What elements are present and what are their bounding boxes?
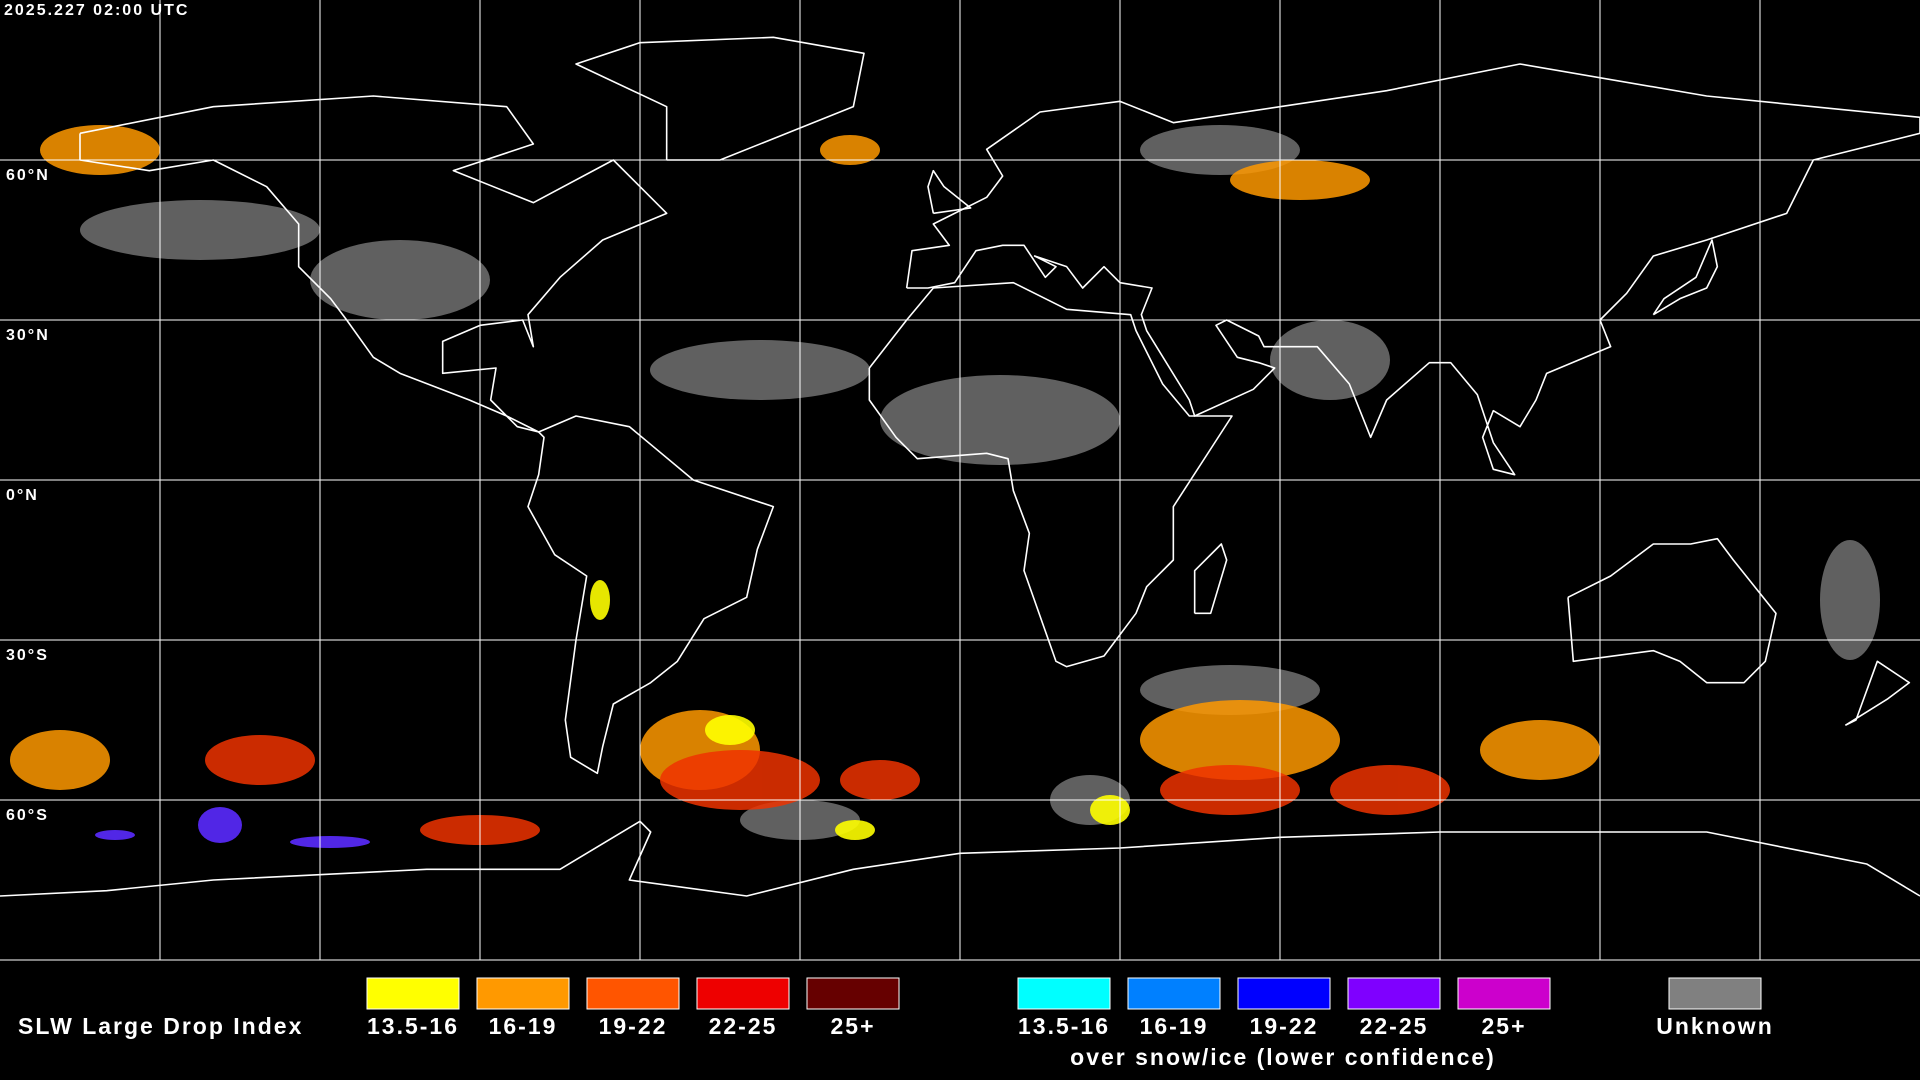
latitude-label: 30°S (6, 647, 49, 664)
legend-title: SLW Large Drop Index (18, 1013, 303, 1039)
legend-swatch (806, 977, 900, 1010)
latitude-label: 0°N (6, 487, 39, 504)
legend-label: 25+ (1481, 1013, 1526, 1039)
legend: SLW Large Drop Index over snow/ice (lowe… (18, 977, 1774, 1070)
legend-label: 25+ (830, 1013, 875, 1039)
latitude-label: 60°S (6, 807, 49, 824)
legend-swatch (1127, 977, 1221, 1010)
legend-label: 13.5-16 (367, 1013, 459, 1039)
legend-label: 16-19 (489, 1013, 558, 1039)
legend-swatch (586, 977, 680, 1010)
legend-label: 19-22 (1250, 1013, 1319, 1039)
legend-swatch (1457, 977, 1551, 1010)
legend-swatch (366, 977, 460, 1010)
legend-swatch (1237, 977, 1331, 1010)
data-blobs (10, 125, 1880, 848)
legend-label: 19-22 (599, 1013, 668, 1039)
timestamp: 2025.227 02:00 UTC (4, 2, 189, 19)
legend-label: Unknown (1656, 1013, 1774, 1039)
legend-label: 16-19 (1140, 1013, 1209, 1039)
legend-swatch (476, 977, 570, 1010)
legend-label: 22-25 (1360, 1013, 1429, 1039)
latitude-label: 30°N (6, 327, 50, 344)
legend-swatch (1017, 977, 1111, 1010)
latitude-label: 60°N (6, 167, 50, 184)
legend-swatch (1668, 977, 1762, 1010)
legend-swatch (696, 977, 790, 1010)
legend-caption: over snow/ice (lower confidence) (1070, 1044, 1496, 1070)
graticule: 60°N 30°N 0°N 30°S 60°S (0, 0, 1920, 961)
legend-label: 13.5-16 (1018, 1013, 1110, 1039)
coastlines (0, 37, 1920, 896)
legend-label: 22-25 (709, 1013, 778, 1039)
legend-swatch (1347, 977, 1441, 1010)
